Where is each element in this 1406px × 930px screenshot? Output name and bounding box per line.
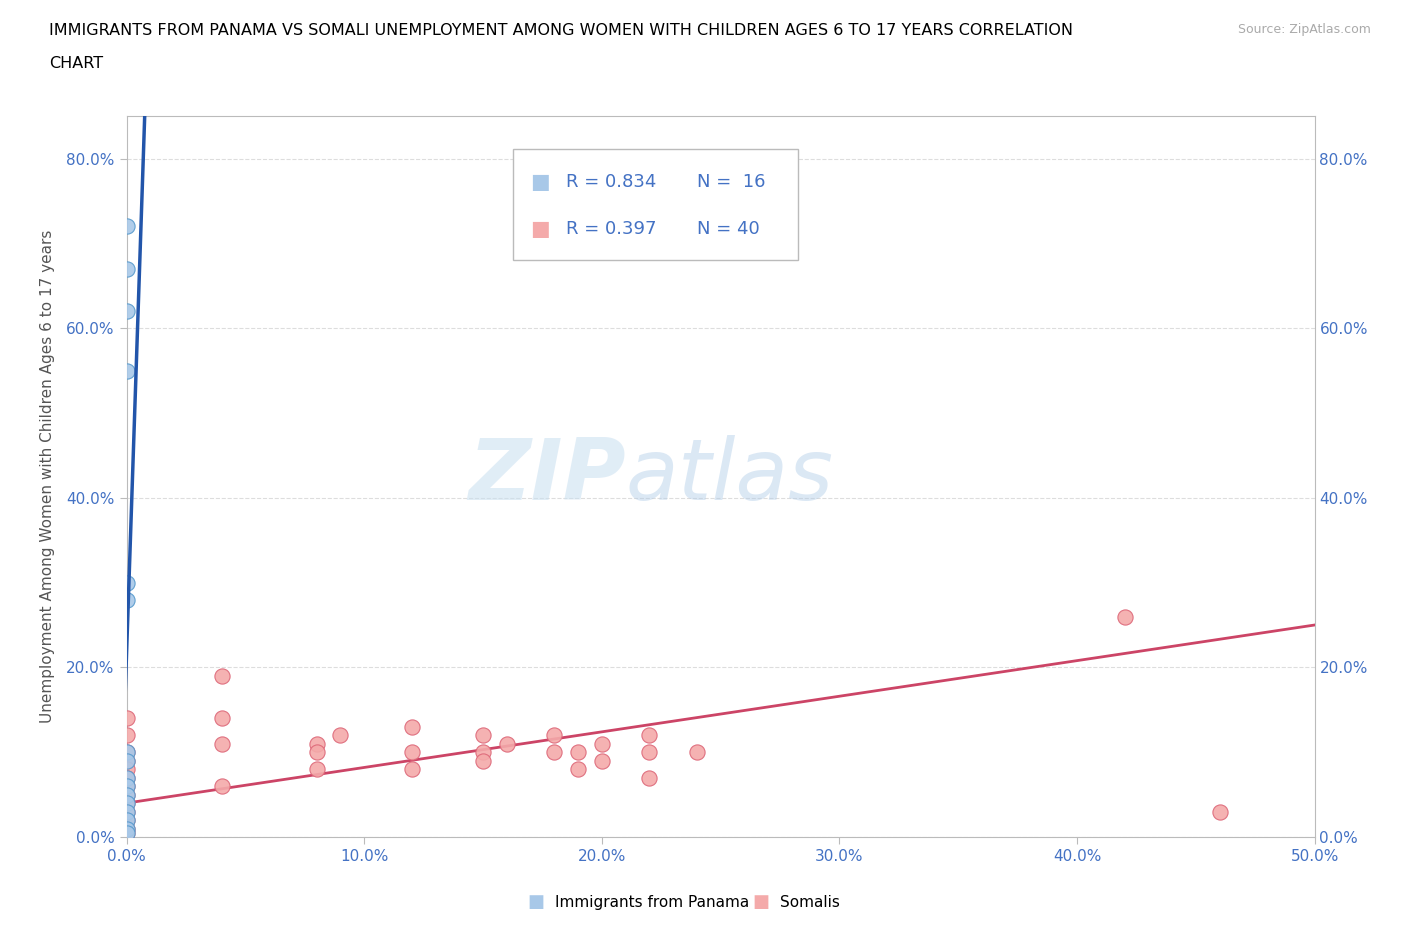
Point: [305, 745, 328, 760]
Point: [115, 787, 138, 802]
Point: [211, 711, 233, 725]
Point: [115, 745, 138, 760]
Point: [1208, 804, 1230, 819]
Point: [495, 737, 517, 751]
Point: [211, 778, 233, 793]
Text: ZIP: ZIP: [468, 435, 626, 518]
Text: Source: ZipAtlas.com: Source: ZipAtlas.com: [1237, 23, 1371, 36]
Point: [686, 745, 709, 760]
Point: [472, 753, 495, 768]
Point: [115, 778, 138, 793]
Point: [115, 804, 138, 819]
Point: [115, 261, 138, 276]
Point: [115, 575, 138, 590]
Point: [115, 778, 138, 793]
Text: R = 0.397: R = 0.397: [567, 220, 657, 238]
Point: [115, 753, 138, 768]
Point: [115, 728, 138, 743]
Point: [115, 821, 138, 836]
Point: [401, 745, 423, 760]
Point: [472, 728, 495, 743]
Point: [115, 364, 138, 379]
Point: [115, 796, 138, 811]
Text: Somalis: Somalis: [780, 895, 841, 910]
Point: [211, 737, 233, 751]
Text: ■: ■: [530, 172, 550, 193]
FancyBboxPatch shape: [513, 149, 797, 260]
Point: [567, 762, 589, 777]
Point: [115, 787, 138, 802]
Point: [591, 753, 613, 768]
Point: [638, 770, 661, 785]
Point: [305, 762, 328, 777]
Point: [591, 737, 613, 751]
Point: [115, 762, 138, 777]
Point: [543, 745, 565, 760]
Point: [305, 737, 328, 751]
Point: [638, 728, 661, 743]
Point: [115, 711, 138, 725]
Text: Immigrants from Panama: Immigrants from Panama: [555, 895, 749, 910]
Point: [401, 762, 423, 777]
Text: CHART: CHART: [49, 56, 103, 71]
Point: [115, 825, 138, 840]
Point: [115, 813, 138, 828]
Point: [115, 804, 138, 819]
Point: [115, 770, 138, 785]
Text: atlas: atlas: [626, 435, 834, 518]
Point: [115, 753, 138, 768]
Text: N = 40: N = 40: [697, 220, 759, 238]
Point: [401, 719, 423, 734]
Point: [115, 813, 138, 828]
Point: [115, 592, 138, 607]
Text: IMMIGRANTS FROM PANAMA VS SOMALI UNEMPLOYMENT AMONG WOMEN WITH CHILDREN AGES 6 T: IMMIGRANTS FROM PANAMA VS SOMALI UNEMPLO…: [49, 23, 1073, 38]
Point: [472, 745, 495, 760]
Point: [115, 821, 138, 836]
Point: [329, 728, 352, 743]
Text: ■: ■: [752, 893, 769, 911]
Point: [115, 219, 138, 234]
Text: N =  16: N = 16: [697, 173, 765, 192]
Text: ■: ■: [530, 219, 550, 239]
Point: [1114, 609, 1136, 624]
Point: [638, 745, 661, 760]
Text: ■: ■: [527, 893, 544, 911]
Point: [543, 728, 565, 743]
Point: [567, 745, 589, 760]
Text: R = 0.834: R = 0.834: [567, 173, 657, 192]
Point: [211, 669, 233, 684]
Point: [115, 825, 138, 840]
Point: [115, 304, 138, 319]
Point: [115, 796, 138, 811]
Point: [115, 770, 138, 785]
Y-axis label: Unemployment Among Women with Children Ages 6 to 17 years: Unemployment Among Women with Children A…: [41, 230, 55, 724]
Point: [115, 745, 138, 760]
